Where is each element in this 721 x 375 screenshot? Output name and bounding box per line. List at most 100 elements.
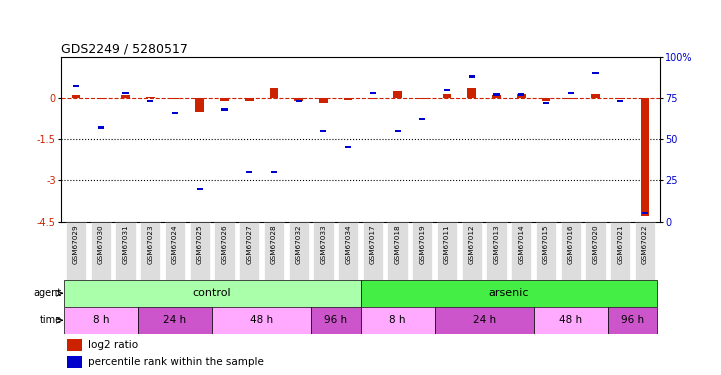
Text: GSM67029: GSM67029: [73, 225, 79, 264]
Bar: [288, 222, 309, 280]
Bar: [147, 100, 154, 102]
Text: GSM67026: GSM67026: [221, 225, 228, 264]
Bar: [271, 171, 277, 173]
Bar: [296, 100, 302, 102]
Bar: [319, 98, 328, 103]
Text: agent: agent: [34, 288, 62, 298]
Bar: [214, 222, 234, 280]
Text: GSM67013: GSM67013: [493, 225, 500, 264]
Text: 24 h: 24 h: [472, 315, 496, 325]
Bar: [461, 222, 482, 280]
Bar: [394, 130, 401, 132]
Bar: [634, 222, 655, 280]
Bar: [534, 307, 608, 334]
Bar: [444, 88, 450, 91]
Bar: [63, 280, 360, 307]
Bar: [419, 118, 425, 120]
Bar: [536, 222, 556, 280]
Text: GSM67011: GSM67011: [444, 225, 450, 264]
Bar: [344, 98, 353, 100]
Bar: [246, 171, 252, 173]
Bar: [493, 93, 500, 96]
Text: GSM67021: GSM67021: [617, 225, 623, 264]
Text: GSM67012: GSM67012: [469, 225, 474, 264]
Bar: [492, 95, 501, 98]
Bar: [172, 112, 178, 114]
Bar: [567, 92, 574, 94]
Bar: [640, 98, 649, 216]
Bar: [72, 95, 81, 98]
Text: arsenic: arsenic: [489, 288, 529, 298]
Bar: [140, 222, 161, 280]
Text: 48 h: 48 h: [559, 315, 583, 325]
Bar: [387, 222, 408, 280]
Bar: [469, 75, 475, 78]
Bar: [115, 222, 136, 280]
Bar: [66, 222, 87, 280]
Bar: [171, 98, 180, 99]
Bar: [585, 222, 606, 280]
Text: time: time: [40, 315, 62, 325]
Text: GDS2249 / 5280517: GDS2249 / 5280517: [61, 42, 188, 56]
Bar: [220, 98, 229, 100]
Text: GSM67030: GSM67030: [98, 225, 104, 264]
Text: GSM67019: GSM67019: [420, 225, 425, 264]
Bar: [517, 94, 526, 98]
Bar: [91, 222, 111, 280]
Bar: [63, 307, 138, 334]
Text: GSM67023: GSM67023: [147, 225, 154, 264]
Bar: [67, 356, 82, 368]
Bar: [608, 307, 658, 334]
Bar: [73, 85, 79, 87]
Bar: [197, 188, 203, 190]
Bar: [560, 222, 581, 280]
Bar: [360, 307, 435, 334]
Bar: [311, 307, 360, 334]
Text: GSM67033: GSM67033: [320, 225, 327, 264]
Text: 8 h: 8 h: [389, 315, 406, 325]
Text: GSM67015: GSM67015: [543, 225, 549, 264]
Text: control: control: [193, 288, 231, 298]
Bar: [345, 146, 351, 148]
Bar: [360, 280, 658, 307]
Bar: [212, 307, 311, 334]
Bar: [190, 222, 210, 280]
Text: percentile rank within the sample: percentile rank within the sample: [88, 357, 264, 367]
Text: 96 h: 96 h: [324, 315, 348, 325]
Text: 48 h: 48 h: [250, 315, 273, 325]
Bar: [591, 94, 600, 98]
Bar: [270, 88, 278, 98]
Text: GSM67024: GSM67024: [172, 225, 178, 264]
Text: GSM67031: GSM67031: [123, 225, 128, 264]
Text: GSM67018: GSM67018: [394, 225, 401, 264]
Text: GSM67027: GSM67027: [247, 225, 252, 264]
Bar: [418, 98, 427, 99]
Bar: [567, 98, 575, 99]
Bar: [610, 222, 630, 280]
Bar: [616, 98, 624, 99]
Bar: [67, 339, 82, 351]
Bar: [541, 98, 550, 100]
Bar: [221, 108, 228, 111]
Bar: [518, 93, 524, 96]
Bar: [368, 98, 377, 99]
Text: GSM67032: GSM67032: [296, 225, 301, 264]
Bar: [245, 98, 254, 101]
Bar: [543, 102, 549, 104]
Bar: [98, 126, 104, 129]
Bar: [239, 222, 260, 280]
Bar: [320, 130, 327, 132]
Bar: [443, 94, 451, 98]
Bar: [437, 222, 457, 280]
Bar: [138, 307, 212, 334]
Bar: [121, 94, 130, 98]
Text: GSM67020: GSM67020: [593, 225, 598, 264]
Text: GSM67028: GSM67028: [271, 225, 277, 264]
Bar: [195, 98, 204, 112]
Text: GSM67014: GSM67014: [518, 225, 524, 264]
Bar: [393, 91, 402, 98]
Text: 8 h: 8 h: [92, 315, 109, 325]
Bar: [435, 307, 534, 334]
Bar: [642, 212, 648, 214]
Bar: [264, 222, 284, 280]
